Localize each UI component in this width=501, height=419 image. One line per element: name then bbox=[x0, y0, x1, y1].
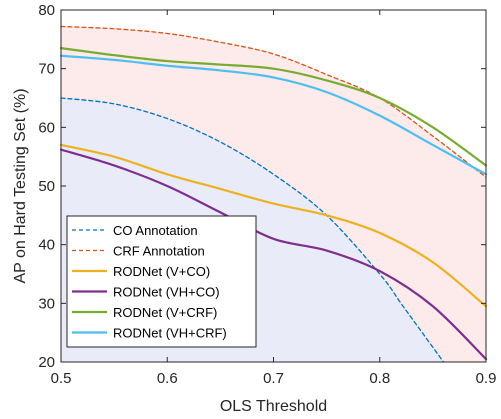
series-line-rodnet-vh-co bbox=[59, 148, 488, 361]
legend-label-rodnet-v-crf: RODNet (V+CRF) bbox=[113, 305, 217, 320]
x-tick-label: 0.5 bbox=[51, 370, 72, 387]
series-line-rodnet-v-co bbox=[59, 143, 488, 308]
x-tick-label: 0.8 bbox=[369, 370, 390, 387]
series-line-crf-annotation bbox=[60, 25, 487, 178]
y-tick-label: 70 bbox=[38, 61, 55, 78]
series-line-rodnet-vh-crf bbox=[59, 54, 488, 176]
x-tick-label: 0.6 bbox=[157, 370, 178, 387]
y-tick-label: 20 bbox=[38, 354, 55, 371]
plot-lines bbox=[59, 25, 488, 363]
x-axis-label: OLS Threshold bbox=[220, 398, 327, 415]
legend-label-rodnet-vh-crf: RODNet (VH+CRF) bbox=[113, 326, 227, 341]
legend: CO Annotation CRF Annotation RODNet (V+CO)… bbox=[66, 215, 257, 348]
legend-box bbox=[66, 215, 257, 348]
y-tick-label: 40 bbox=[38, 237, 55, 254]
y-tick-label: 30 bbox=[38, 295, 55, 312]
legend-label-rodnet-vh-co: RODNet (VH+CO) bbox=[113, 285, 220, 300]
y-tick-label: 60 bbox=[38, 119, 55, 136]
legend-label-co-annotation: CO Annotation bbox=[113, 223, 198, 238]
x-tick-label: 0.9 bbox=[476, 370, 497, 387]
series-line-co-annotation bbox=[60, 97, 445, 363]
x-tick-label: 0.7 bbox=[263, 370, 284, 387]
y-axis-label: AP on Hard Testing Set (%) bbox=[12, 88, 29, 283]
series-line-rodnet-v-crf bbox=[59, 47, 488, 167]
x-axis-ticks: 0.5 0.6 0.7 0.8 0.9 bbox=[51, 10, 497, 387]
legend-label-crf-annotation: CRF Annotation bbox=[113, 244, 205, 259]
y-tick-label: 80 bbox=[38, 2, 55, 19]
y-tick-label: 50 bbox=[38, 178, 55, 195]
legend-label-rodnet-v-co: RODNet (V+CO) bbox=[113, 264, 210, 279]
y-axis-ticks: 20 30 40 50 60 70 80 bbox=[38, 2, 486, 371]
